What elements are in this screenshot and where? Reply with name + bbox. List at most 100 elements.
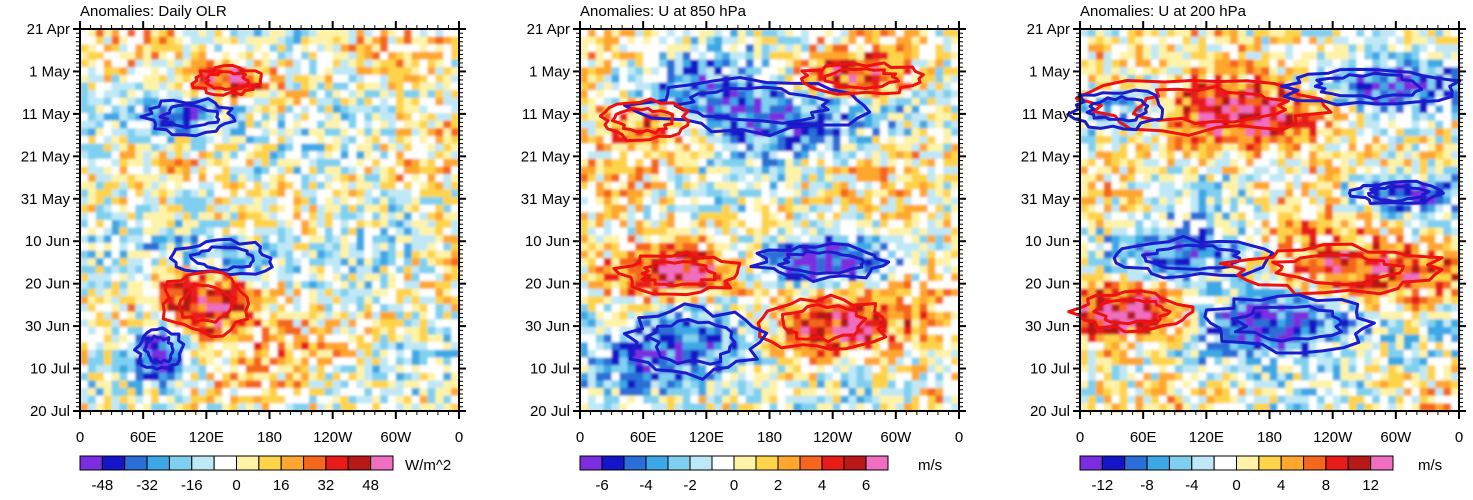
heatmap-cell bbox=[580, 251, 589, 259]
heatmap-cell bbox=[88, 159, 97, 167]
heatmap-cell bbox=[293, 67, 302, 75]
heatmap-cell bbox=[935, 52, 944, 60]
heatmap-cell bbox=[427, 90, 436, 98]
heatmap-cell bbox=[183, 335, 192, 343]
heatmap-cell bbox=[675, 243, 684, 251]
heatmap-cell bbox=[580, 312, 589, 320]
heatmap-cell bbox=[801, 258, 810, 266]
heatmap-cell bbox=[435, 358, 444, 366]
heatmap-cell bbox=[912, 273, 921, 281]
heatmap-cell bbox=[341, 82, 350, 90]
heatmap-cell bbox=[420, 243, 429, 251]
heatmap-cell bbox=[880, 128, 889, 136]
heatmap-cell bbox=[80, 319, 89, 327]
heatmap-cell bbox=[443, 365, 452, 373]
heatmap-cell bbox=[301, 37, 310, 45]
heatmap-cell bbox=[935, 189, 944, 197]
heatmap-cell bbox=[588, 167, 597, 175]
heatmap-cell bbox=[175, 144, 184, 152]
heatmap-cell bbox=[348, 228, 357, 236]
heatmap-cell bbox=[380, 258, 389, 266]
heatmap-cell bbox=[372, 304, 381, 312]
heatmap-cell bbox=[412, 373, 421, 381]
heatmap-cell bbox=[364, 365, 373, 373]
heatmap-cell bbox=[396, 273, 405, 281]
heatmap-cell bbox=[927, 98, 936, 106]
heatmap-cell bbox=[277, 312, 286, 320]
heatmap-cell bbox=[619, 75, 628, 83]
heatmap-cell bbox=[920, 151, 929, 159]
heatmap-cell bbox=[443, 174, 452, 182]
heatmap-cell bbox=[270, 212, 279, 220]
heatmap-cell bbox=[435, 136, 444, 144]
heatmap-cell bbox=[935, 174, 944, 182]
heatmap-cell bbox=[856, 212, 865, 220]
heatmap-cell bbox=[183, 90, 192, 98]
heatmap-cell bbox=[596, 159, 605, 167]
heatmap-cell bbox=[88, 319, 97, 327]
heatmap-cell bbox=[864, 159, 873, 167]
x-tick-label: 120W bbox=[313, 429, 353, 446]
heatmap-cell bbox=[80, 342, 89, 350]
heatmap-cell bbox=[119, 60, 128, 68]
heatmap-cell bbox=[604, 67, 613, 75]
heatmap-cell bbox=[825, 167, 834, 175]
heatmap-cell bbox=[175, 396, 184, 404]
heatmap-cell bbox=[848, 167, 857, 175]
heatmap-cell bbox=[675, 144, 684, 152]
heatmap-cell bbox=[817, 113, 826, 121]
heatmap-cell bbox=[420, 365, 429, 373]
heatmap-cell bbox=[135, 312, 144, 320]
heatmap-cell bbox=[412, 335, 421, 343]
heatmap-cell bbox=[222, 159, 231, 167]
heatmap-cell bbox=[651, 212, 660, 220]
heatmap-cell bbox=[317, 29, 326, 37]
heatmap-cell bbox=[404, 289, 413, 297]
heatmap-cell bbox=[254, 121, 263, 129]
heatmap-cell bbox=[935, 327, 944, 335]
heatmap-cell bbox=[635, 67, 644, 75]
heatmap-cell bbox=[143, 75, 152, 83]
heatmap-cell bbox=[356, 243, 365, 251]
heatmap-cell bbox=[880, 205, 889, 213]
heatmap-cell bbox=[943, 159, 952, 167]
heatmap-cell bbox=[762, 212, 771, 220]
heatmap-cell bbox=[151, 289, 160, 297]
heatmap-cell bbox=[333, 82, 342, 90]
heatmap-cell bbox=[770, 136, 779, 144]
heatmap-cell bbox=[580, 151, 589, 159]
heatmap-cell bbox=[88, 105, 97, 113]
heatmap-cell bbox=[604, 228, 613, 236]
heatmap-cell bbox=[88, 373, 97, 381]
heatmap-cell bbox=[746, 281, 755, 289]
heatmap-cell bbox=[651, 75, 660, 83]
heatmap-cell bbox=[762, 167, 771, 175]
heatmap-cell bbox=[588, 212, 597, 220]
heatmap-cell bbox=[112, 327, 121, 335]
heatmap-cell bbox=[667, 205, 676, 213]
heatmap-cell bbox=[262, 151, 271, 159]
heatmap-cell bbox=[246, 327, 255, 335]
heatmap-cell bbox=[96, 388, 105, 396]
heatmap-cell bbox=[777, 205, 786, 213]
heatmap-cell bbox=[443, 44, 452, 52]
heatmap-cell bbox=[880, 151, 889, 159]
heatmap-cell bbox=[770, 37, 779, 45]
heatmap-cell bbox=[443, 212, 452, 220]
heatmap-cell bbox=[841, 29, 850, 37]
heatmap-cell bbox=[412, 358, 421, 366]
heatmap-cell bbox=[770, 258, 779, 266]
heatmap-cell bbox=[435, 281, 444, 289]
heatmap-cell bbox=[706, 167, 715, 175]
heatmap-cell bbox=[112, 128, 121, 136]
heatmap-cell bbox=[943, 182, 952, 190]
heatmap-cell bbox=[627, 212, 636, 220]
heatmap-cell bbox=[325, 60, 334, 68]
heatmap-cell bbox=[635, 350, 644, 358]
heatmap-cell bbox=[927, 266, 936, 274]
heatmap-cell bbox=[293, 327, 302, 335]
heatmap-cell bbox=[396, 121, 405, 129]
heatmap-cell bbox=[356, 105, 365, 113]
heatmap-cell bbox=[254, 113, 263, 121]
